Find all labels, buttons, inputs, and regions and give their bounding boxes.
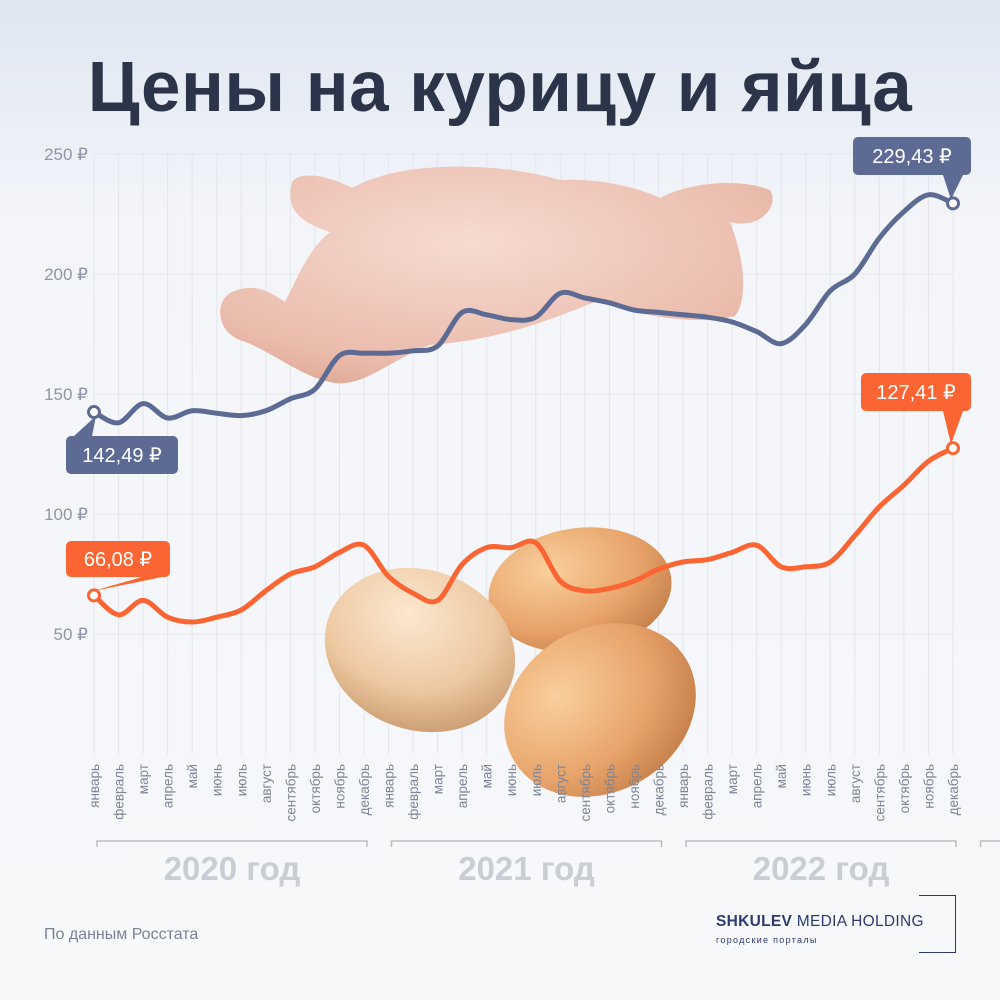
x-tick-label: июль bbox=[529, 764, 544, 796]
callout-box bbox=[66, 541, 170, 577]
year-bracket bbox=[96, 840, 368, 847]
x-tick-label: август bbox=[848, 764, 863, 803]
chicken-first-label: 142,49 ₽ bbox=[66, 416, 178, 474]
y-tick-label: 100 ₽ bbox=[44, 505, 88, 524]
year-bracket bbox=[685, 840, 957, 847]
x-tick-label: май bbox=[185, 764, 200, 788]
x-tick-label: март bbox=[431, 764, 446, 794]
x-tick-label: август bbox=[259, 764, 274, 803]
x-tick-label: апрель bbox=[161, 764, 176, 808]
y-tick-label: 200 ₽ bbox=[44, 265, 88, 284]
x-tick-label: декабрь bbox=[946, 764, 961, 815]
logo-frame bbox=[919, 895, 956, 953]
y-tick-label: 50 ₽ bbox=[54, 625, 89, 644]
chicken-line bbox=[91, 192, 956, 426]
x-tick-label: сентябрь bbox=[872, 764, 887, 821]
x-tick-label: март bbox=[725, 764, 740, 794]
chart-title: Цены на курицу и яйца bbox=[87, 48, 913, 127]
eggs-first-label: 66,08 ₽ bbox=[66, 541, 170, 592]
chicken-image bbox=[220, 166, 773, 384]
x-tick-label: декабрь bbox=[651, 764, 666, 815]
y-axis: 50 ₽ 100 ₽ 150 ₽ 200 ₽ 250 ₽ bbox=[44, 145, 88, 644]
callout-tail bbox=[74, 416, 96, 436]
x-tick-label: январь bbox=[676, 764, 691, 808]
x-tick-label: октябрь bbox=[897, 764, 912, 813]
series bbox=[87, 192, 960, 625]
x-tick-label: март bbox=[136, 764, 151, 794]
callout-tail bbox=[943, 175, 963, 200]
callout-text: 142,49 ₽ bbox=[82, 445, 162, 467]
x-tick-label: февраль bbox=[406, 764, 421, 820]
y-tick-label: 250 ₽ bbox=[44, 145, 88, 164]
year-label: 2020 год bbox=[164, 850, 301, 887]
eggs-point-last bbox=[946, 441, 960, 456]
x-tick-label: январь bbox=[87, 764, 102, 808]
x-tick-label: октябрь bbox=[308, 764, 323, 813]
x-tick-label: сентябрь bbox=[283, 764, 298, 821]
x-tick-label: декабрь bbox=[357, 764, 372, 815]
callout-text: 229,43 ₽ bbox=[872, 146, 952, 168]
logo-brand: SHKULEV bbox=[716, 913, 793, 930]
eggs-image bbox=[324, 527, 696, 797]
source-note: По данным Росстата bbox=[44, 926, 199, 943]
x-axis: январь февраль март апрель май июнь июль август… bbox=[87, 764, 1000, 887]
x-tick-label: июль bbox=[823, 764, 838, 796]
y-tick-label: 150 ₽ bbox=[44, 385, 88, 404]
chicken-point-last bbox=[946, 196, 960, 211]
x-tick-label: октябрь bbox=[602, 764, 617, 813]
x-tick-label: май bbox=[480, 764, 495, 788]
logo-text: SHKULEV MEDIA HOLDING bbox=[716, 913, 924, 931]
eggs-last-label: 127,41 ₽ bbox=[861, 373, 971, 445]
callout-box bbox=[861, 373, 971, 411]
x-tick-label: февраль bbox=[701, 764, 716, 820]
x-tick-label: август bbox=[553, 764, 568, 803]
value-labels: 142,49 ₽ 229,43 ₽ 66,08 ₽ 127,41 ₽ bbox=[66, 137, 971, 592]
year-bracket bbox=[979, 840, 1000, 847]
x-tick-label: июль bbox=[234, 764, 249, 796]
year-bracket bbox=[390, 840, 663, 847]
callout-box bbox=[853, 137, 971, 175]
x-tick-label: июнь bbox=[799, 764, 814, 796]
logo: SHKULEV MEDIA HOLDING городские порталы bbox=[716, 895, 956, 953]
callout-box bbox=[66, 436, 178, 474]
chicken-last-label: 229,43 ₽ bbox=[853, 137, 971, 200]
x-tick-label: июнь bbox=[504, 764, 519, 796]
year-label: 2022 год bbox=[753, 850, 890, 887]
x-tick-label: ноябрь bbox=[332, 764, 347, 809]
callout-tail bbox=[92, 577, 162, 592]
illustrations bbox=[220, 166, 773, 797]
x-tick-label: январь bbox=[382, 764, 397, 808]
callout-tail bbox=[943, 411, 963, 445]
callout-text: 127,41 ₽ bbox=[876, 382, 956, 404]
eggs-point-first bbox=[87, 588, 101, 603]
eggs-line bbox=[91, 445, 956, 625]
logo-subtitle: городские порталы bbox=[716, 935, 818, 945]
x-tick-label: ноябрь bbox=[627, 764, 642, 809]
x-tick-label: ноябрь bbox=[921, 764, 936, 809]
x-tick-label: апрель bbox=[455, 764, 470, 808]
x-tick-label: апрель bbox=[750, 764, 765, 808]
year-label: 2021 год bbox=[458, 850, 595, 887]
x-tick-label: июнь bbox=[210, 764, 225, 796]
x-tick-label: сентябрь bbox=[578, 764, 593, 821]
x-tick-label: май bbox=[774, 764, 789, 788]
x-tick-label: февраль bbox=[112, 764, 127, 820]
callout-text: 66,08 ₽ bbox=[84, 549, 153, 571]
logo-rest: MEDIA HOLDING bbox=[796, 913, 924, 930]
chicken-point-first bbox=[87, 405, 101, 420]
